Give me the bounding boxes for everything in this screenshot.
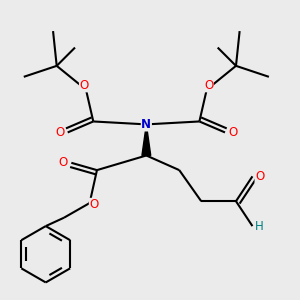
Polygon shape — [142, 124, 151, 155]
Text: O: O — [80, 79, 89, 92]
Text: O: O — [89, 198, 99, 212]
Text: O: O — [255, 170, 264, 183]
Text: N: N — [141, 118, 151, 131]
Text: H: H — [255, 220, 263, 232]
Text: O: O — [204, 79, 213, 92]
Text: O: O — [55, 126, 64, 139]
Text: O: O — [228, 126, 238, 139]
Text: O: O — [59, 156, 68, 169]
